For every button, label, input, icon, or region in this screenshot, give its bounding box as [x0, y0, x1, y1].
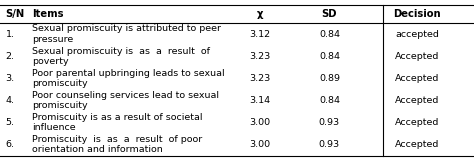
- Text: 3.: 3.: [6, 74, 15, 83]
- Text: 0.84: 0.84: [319, 96, 340, 105]
- Text: χ: χ: [256, 9, 263, 19]
- Text: Accepted: Accepted: [395, 118, 439, 127]
- Text: 3.23: 3.23: [249, 74, 270, 83]
- Text: 0.84: 0.84: [319, 30, 340, 39]
- Text: 3.23: 3.23: [249, 52, 270, 61]
- Text: Accepted: Accepted: [395, 96, 439, 105]
- Text: Accepted: Accepted: [395, 74, 439, 83]
- Text: Accepted: Accepted: [395, 52, 439, 61]
- Text: Items: Items: [32, 9, 64, 19]
- Text: Accepted: Accepted: [395, 140, 439, 149]
- Text: Poor counseling services lead to sexual
promiscuity: Poor counseling services lead to sexual …: [32, 91, 219, 110]
- Text: Promiscuity  is  as  a  result  of poor
orientation and information: Promiscuity is as a result of poor orien…: [32, 135, 202, 154]
- Text: 2.: 2.: [6, 52, 15, 61]
- Text: 0.89: 0.89: [319, 74, 340, 83]
- Text: 0.93: 0.93: [319, 140, 340, 149]
- Text: Sexual promiscuity is  as  a  result  of
poverty: Sexual promiscuity is as a result of pov…: [32, 47, 210, 66]
- Text: accepted: accepted: [395, 30, 439, 39]
- Text: 0.93: 0.93: [319, 118, 340, 127]
- Text: 3.12: 3.12: [249, 30, 270, 39]
- Text: S/N: S/N: [6, 9, 25, 19]
- Text: 6.: 6.: [6, 140, 15, 149]
- Text: Promiscuity is as a result of societal
influence: Promiscuity is as a result of societal i…: [32, 113, 203, 132]
- Text: Decision: Decision: [393, 9, 441, 19]
- Text: SD: SD: [322, 9, 337, 19]
- Text: Poor parental upbringing leads to sexual
promiscuity: Poor parental upbringing leads to sexual…: [32, 69, 225, 88]
- Text: 3.14: 3.14: [249, 96, 270, 105]
- Text: Sexual promiscuity is attributed to peer
pressure: Sexual promiscuity is attributed to peer…: [32, 24, 221, 44]
- Text: 3.00: 3.00: [249, 140, 270, 149]
- Text: 1.: 1.: [6, 30, 15, 39]
- Text: 4.: 4.: [6, 96, 15, 105]
- Text: 3.00: 3.00: [249, 118, 270, 127]
- Text: 5.: 5.: [6, 118, 15, 127]
- Text: 0.84: 0.84: [319, 52, 340, 61]
